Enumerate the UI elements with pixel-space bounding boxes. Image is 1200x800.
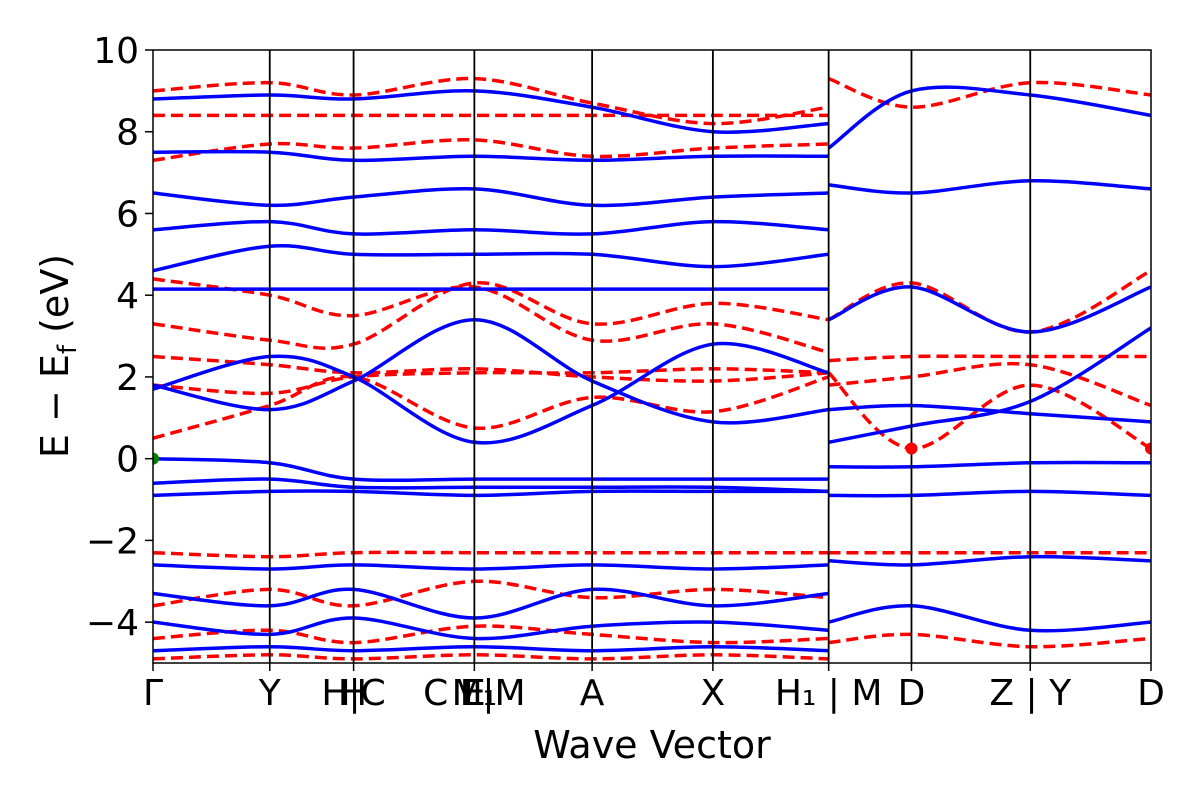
y-axis-title-main: E − E: [33, 354, 77, 458]
y-tick-label-1: −2: [86, 521, 139, 562]
y-tick-label-3: 2: [116, 358, 139, 399]
kpoint-label-10: D: [898, 673, 926, 714]
band-markers: [153, 442, 1151, 465]
spin-up-band-42: [828, 604, 1151, 633]
spin-up-band-38: [828, 489, 1151, 498]
kpoint-label-11: Z | Y: [989, 673, 1072, 714]
band-edge-marker-1: [905, 442, 918, 455]
spin-up-band-37: [828, 460, 1151, 469]
y-axis-title-subscript: f: [53, 344, 83, 354]
y-axis-title: E − Ef (eV): [33, 254, 83, 458]
y-tick-label-0: −4: [86, 603, 139, 644]
spin-down-band-18: [828, 632, 1151, 649]
spin-down-band-14: [828, 354, 1151, 363]
y-tick-label-5: 6: [116, 194, 139, 235]
band-edge-marker-0: [153, 452, 159, 465]
kpoint-label-1: Y: [258, 673, 282, 714]
y-tick-label-4: 4: [116, 276, 139, 317]
segment-boundaries: [268, 50, 1032, 663]
y-tick-label-6: 8: [116, 113, 139, 154]
spin-down-band-13: [828, 361, 1151, 408]
spin-up-band-41: [828, 554, 1151, 567]
kpoint-label-7: A: [580, 673, 605, 714]
kpoint-label-5: E: [463, 673, 486, 714]
y-axis-ticks: −4 −2 0 2 4 6 8 10: [86, 31, 153, 644]
kpoint-label-8: X: [701, 673, 726, 714]
kpoint-label-2: H|C: [321, 673, 385, 714]
spin-up-band-40: [828, 179, 1151, 195]
spin-up-band-36: [828, 403, 1151, 424]
spin-down-band-16: [827, 76, 1151, 109]
band-edge-marker-2: [1145, 442, 1151, 455]
kpoint-label-3: H: [340, 673, 367, 714]
y-tick-label-7: 10: [93, 31, 139, 72]
kpoint-label-6: M₁: [452, 673, 498, 714]
y-tick-label-2: 0: [116, 440, 139, 481]
spin-up-band-39: [827, 85, 1151, 150]
kpoint-label-9: H₁ | M: [775, 673, 883, 714]
spin-up-band-34: [828, 326, 1151, 445]
kpoint-label-4: C E|M: [423, 673, 526, 714]
plot-frame: [152, 49, 1152, 664]
kpoint-label-12: D: [1137, 673, 1165, 714]
spin-up-band-35: [827, 285, 1151, 334]
x-axis-title: Wave Vector: [533, 723, 771, 767]
kpoint-label-0: Γ: [143, 673, 163, 714]
y-axis-title-unit: (eV): [33, 254, 77, 345]
